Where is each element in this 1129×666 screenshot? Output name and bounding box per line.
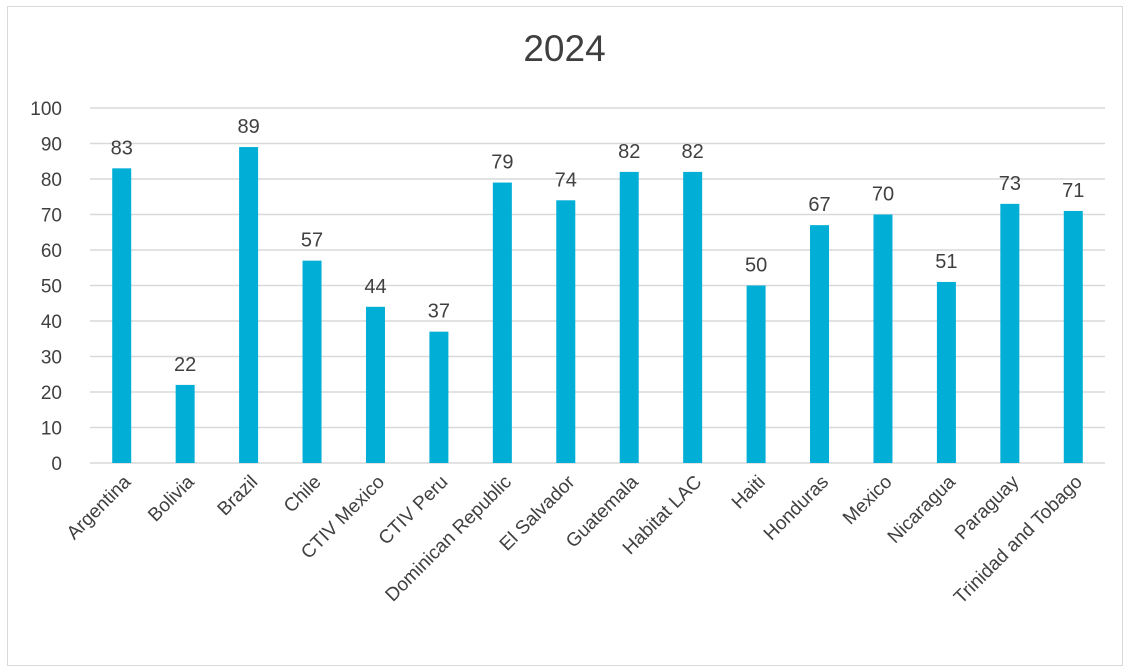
bar xyxy=(873,214,893,463)
y-tick-label: 40 xyxy=(41,312,62,333)
bar xyxy=(683,171,703,463)
y-tick-label: 90 xyxy=(41,135,62,156)
data-label: 83 xyxy=(111,137,133,159)
bar xyxy=(302,260,322,463)
bar xyxy=(1000,203,1020,463)
x-tick-label: Haiti xyxy=(728,472,770,514)
bar xyxy=(112,168,132,463)
x-tick-label: Brazil xyxy=(214,472,262,520)
bar xyxy=(1063,210,1083,463)
data-label: 51 xyxy=(935,251,957,273)
x-tick-label: Bolivia xyxy=(144,471,199,526)
data-label: 22 xyxy=(174,354,196,376)
bars xyxy=(112,147,1083,464)
data-label: 67 xyxy=(808,194,830,216)
x-tick-label: Honduras xyxy=(760,472,833,545)
bar xyxy=(810,225,830,463)
bar xyxy=(936,281,956,463)
x-tick-label: Chile xyxy=(280,472,325,517)
y-tick-label: 50 xyxy=(41,277,62,298)
y-tick-label: 20 xyxy=(41,383,62,404)
x-tick-label: Nicaragua xyxy=(884,471,960,547)
data-label: 82 xyxy=(682,141,704,163)
bar xyxy=(746,285,766,463)
y-tick-label: 70 xyxy=(41,206,62,227)
bar xyxy=(429,331,449,463)
y-tick-label: 30 xyxy=(41,348,62,369)
data-label: 82 xyxy=(618,141,640,163)
data-label: 50 xyxy=(745,255,767,277)
bar xyxy=(556,200,576,464)
data-label: 79 xyxy=(491,152,513,174)
y-tick-label: 60 xyxy=(41,241,62,262)
gridlines xyxy=(90,107,1105,464)
y-tick-label: 0 xyxy=(51,454,62,475)
y-tick-label: 100 xyxy=(30,99,62,120)
x-tick-label: Mexico xyxy=(839,472,896,529)
data-label: 74 xyxy=(555,169,577,191)
x-tick-label: Dominican Republic xyxy=(382,472,516,606)
x-tick-label: Argentina xyxy=(63,471,136,544)
data-label: 70 xyxy=(872,184,894,206)
bar xyxy=(365,306,385,463)
data-labels: 83 22 89 57 44 37 79 74 82 82 50 67 70 51 73 71 xyxy=(111,116,1085,376)
bar xyxy=(619,171,639,463)
data-label: 44 xyxy=(364,276,386,298)
data-label: 73 xyxy=(999,173,1021,195)
bar xyxy=(239,147,259,464)
chart-title: 2024 xyxy=(523,28,606,69)
data-label: 37 xyxy=(428,301,450,323)
data-label: 57 xyxy=(301,230,323,252)
bar xyxy=(175,384,195,463)
x-tick-label: Trinidad and Tobago xyxy=(950,472,1087,609)
y-tick-label: 80 xyxy=(41,170,62,191)
data-label: 71 xyxy=(1062,180,1084,202)
y-tick-label: 10 xyxy=(41,419,62,440)
bar xyxy=(492,182,512,464)
y-axis: 0 10 20 30 40 50 60 70 80 90 100 xyxy=(30,99,62,475)
data-label: 89 xyxy=(237,116,259,138)
